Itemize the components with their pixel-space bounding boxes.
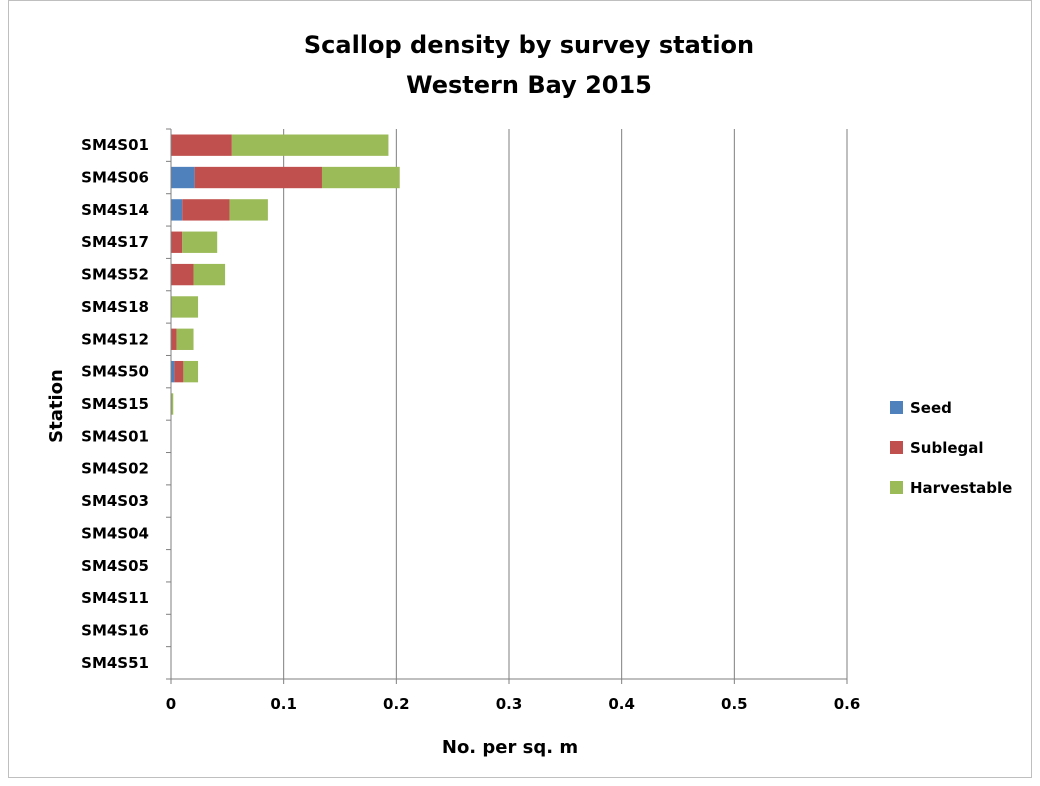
y-tick-labels: SM4S01 SM4S06 SM4S14 SM4S17 SM4S52 SM4S18 SM4S… [81,136,149,672]
bar-harvestable [183,360,199,383]
bar-sublegal [194,166,322,189]
y-tick-label: SM4S52 [81,266,149,284]
y-tick-label: SM4S17 [81,233,149,251]
y-tick-label: SM4S15 [81,395,149,413]
x-axis-title: No. per sq. m [442,737,578,758]
legend: Seed Sublegal Harvestable [890,399,1012,497]
legend-swatch-seed [890,401,903,414]
bar-harvestable [193,263,226,286]
y-axis-title: Station [46,369,67,443]
bar-seed [171,360,175,383]
bar-harvestable [171,393,174,415]
bar-sublegal [171,134,232,156]
bar-sublegal [171,263,194,286]
y-tick-label: SM4S50 [81,363,149,381]
y-tick-label: SM4S01 [81,427,149,445]
legend-swatch-harvestable [890,481,903,494]
y-tick-label: SM4S14 [81,201,149,219]
bar-sublegal [174,360,184,383]
x-tick-label: 0 [166,695,176,713]
x-tick-labels: 0 0.1 0.2 0.3 0.4 0.5 0.6 [166,695,861,713]
x-tick-label: 0.5 [721,695,748,713]
legend-label-sublegal: Sublegal [910,439,984,457]
y-tick-label: SM4S05 [81,557,149,575]
bar-sublegal [171,328,177,350]
y-tick-label: SM4S03 [81,492,149,510]
bar-harvestable [229,199,268,221]
x-tick-label: 0.4 [608,695,635,713]
legend-label-harvestable: Harvestable [910,479,1012,497]
bar-harvestable [321,166,400,189]
y-tick-label: SM4S01 [81,136,149,154]
y-tick-label: SM4S04 [81,524,149,542]
y-tick-label: SM4S12 [81,330,149,348]
bar-harvestable [231,134,389,156]
y-tick-label: SM4S51 [81,654,149,672]
bar-sublegal [171,231,183,253]
y-tick-label: SM4S02 [81,460,149,478]
bar-seed [171,199,183,221]
x-tick-label: 0.6 [834,695,861,713]
chart-svg: Scallop density by survey station Wester… [46,31,1012,758]
x-tick-label: 0.2 [383,695,410,713]
bar-harvestable [182,231,218,253]
bar-seed [171,166,195,189]
bar-harvestable [171,296,199,318]
x-tick-label: 0.1 [270,695,297,713]
chart-title: Scallop density by survey station [304,31,754,59]
y-tick-label: SM4S16 [81,621,149,639]
y-tick-label: SM4S06 [81,169,149,187]
gridlines [283,129,848,679]
axes [166,128,848,684]
x-tick-label: 0.3 [496,695,523,713]
legend-label-seed: Seed [910,399,952,417]
bar-sublegal [182,199,230,221]
bar-harvestable [176,328,194,350]
bars [171,134,400,415]
chart-frame: Scallop density by survey station Wester… [8,0,1032,778]
y-tick-label: SM4S11 [81,589,149,607]
chart-subtitle: Western Bay 2015 [406,71,652,99]
legend-swatch-sublegal [890,441,903,454]
y-tick-label: SM4S18 [81,298,149,316]
